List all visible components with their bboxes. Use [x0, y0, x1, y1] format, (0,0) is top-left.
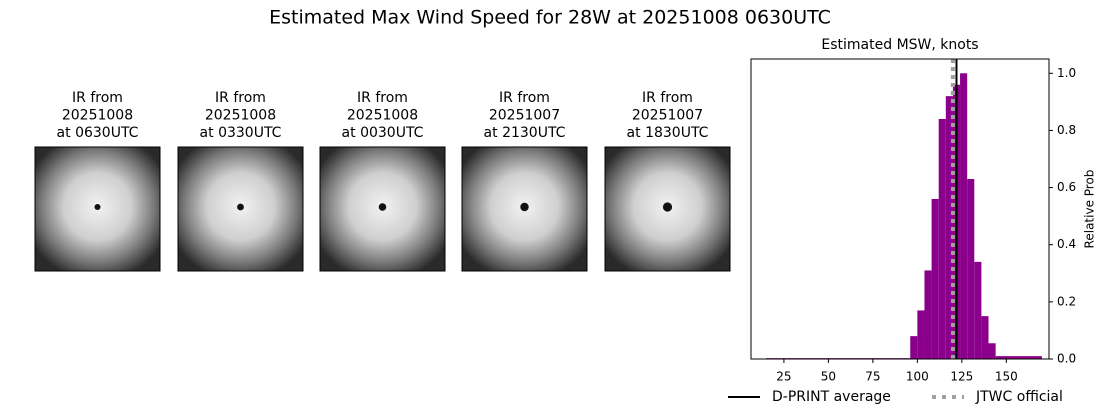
- panel-title: IR from: [642, 90, 693, 106]
- panel-title: IR from: [357, 90, 408, 106]
- y-tick-label: 0.0: [1057, 352, 1076, 366]
- y-tick-label: 0.2: [1057, 294, 1076, 308]
- storm-eye: [237, 203, 244, 211]
- x-tick-label: 125: [950, 370, 973, 384]
- plot-frame: [750, 58, 1050, 360]
- panel-title: IR from: [499, 90, 550, 106]
- bar: [974, 261, 982, 359]
- bar: [931, 199, 939, 359]
- panel-title: 20251007: [632, 108, 703, 124]
- figure-title: Estimated Max Wind Speed for 28W at 2025…: [269, 7, 831, 29]
- panel-title: at 0030UTC: [342, 125, 424, 141]
- storm-eye: [520, 202, 529, 212]
- y-axis-label: Relative Prob: [1083, 170, 1097, 249]
- panel-title: at 0630UTC: [57, 125, 139, 141]
- y-tick-label: 0.4: [1057, 237, 1076, 251]
- panel-title: 20251008: [347, 108, 418, 124]
- panel-title: at 2130UTC: [484, 125, 566, 141]
- panel-title: 20251008: [62, 108, 133, 124]
- legend-label: D-PRINT average: [772, 389, 891, 405]
- bar: [945, 96, 953, 360]
- chart-title: Estimated MSW, knots: [821, 37, 978, 53]
- panel-title: 20251008: [205, 108, 276, 124]
- y-tick-label: 1.0: [1057, 66, 1076, 80]
- storm-eye: [378, 203, 387, 211]
- y-tick-label: 0.6: [1057, 180, 1076, 194]
- bar: [995, 356, 1042, 359]
- bar: [981, 316, 989, 359]
- panel-title: 20251007: [489, 108, 560, 124]
- x-tick-label: 25: [776, 370, 791, 384]
- panel-title: at 1830UTC: [627, 125, 709, 141]
- bar: [910, 336, 918, 359]
- bar: [988, 343, 996, 359]
- x-tick-label: 100: [906, 370, 929, 384]
- storm-eye: [94, 204, 101, 210]
- y-tick-label: 0.8: [1057, 123, 1076, 137]
- bar: [960, 73, 968, 360]
- panel-title: IR from: [215, 90, 266, 106]
- x-tick-label: 75: [865, 370, 880, 384]
- storm-eye: [662, 202, 673, 212]
- panel-title: IR from: [72, 90, 123, 106]
- bar: [967, 179, 975, 359]
- bar: [917, 310, 925, 359]
- panel-title: at 0330UTC: [200, 125, 282, 141]
- legend-label: JTWC official: [975, 389, 1063, 405]
- x-tick-label: 50: [821, 370, 836, 384]
- bar: [938, 119, 946, 359]
- bar: [924, 270, 932, 359]
- x-tick-label: 150: [995, 370, 1018, 384]
